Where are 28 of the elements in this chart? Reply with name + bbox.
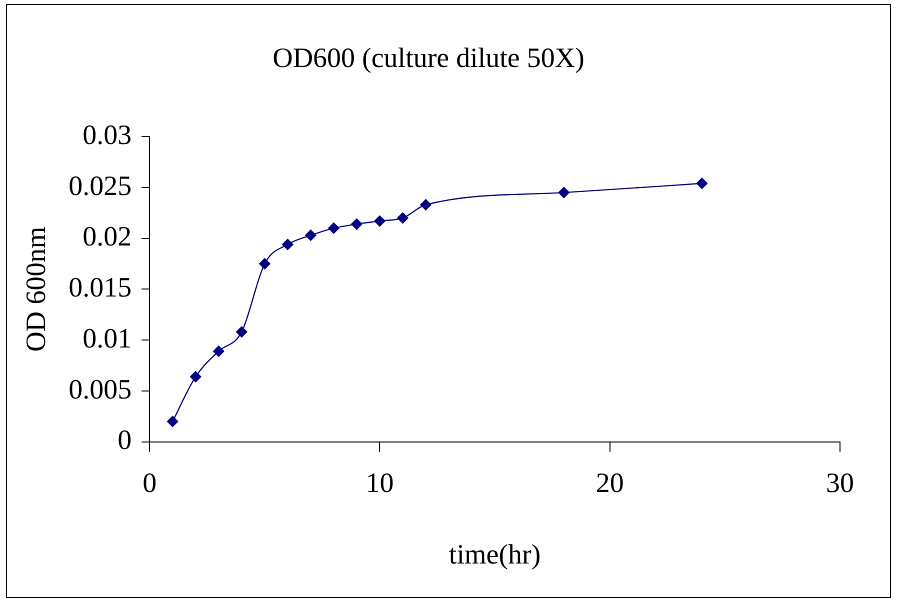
- y-tick-label: 0.01: [82, 323, 132, 354]
- point: [236, 326, 248, 338]
- y-tick-label: 0.015: [68, 272, 132, 304]
- y-tick-label: 0.005: [68, 374, 132, 406]
- x-axis-title: time(hr): [448, 540, 541, 571]
- x-tick-label: 0: [142, 468, 157, 499]
- point: [328, 222, 340, 234]
- point: [282, 238, 294, 250]
- point: [213, 346, 224, 357]
- point: [696, 178, 708, 189]
- point: [397, 212, 408, 224]
- x-tick-label: 30: [826, 468, 854, 499]
- chart-title: OD600 (culture dilute 50X): [272, 43, 584, 74]
- y-tick-label: 0.03: [82, 120, 132, 151]
- y-axis-title: OD 600nm: [21, 226, 52, 352]
- point: [420, 199, 432, 210]
- y-tick-label: 0: [118, 425, 132, 456]
- point: [190, 371, 202, 382]
- x-tick-label: 20: [596, 468, 624, 499]
- x-tick-label: 10: [366, 468, 394, 499]
- point: [305, 230, 316, 241]
- point: [351, 218, 362, 230]
- y-tick-label: 0.02: [82, 222, 132, 253]
- point: [374, 215, 386, 227]
- point: [259, 258, 270, 270]
- y-tick-label: 0.025: [68, 170, 132, 202]
- point: [558, 186, 570, 198]
- point: [167, 416, 178, 428]
